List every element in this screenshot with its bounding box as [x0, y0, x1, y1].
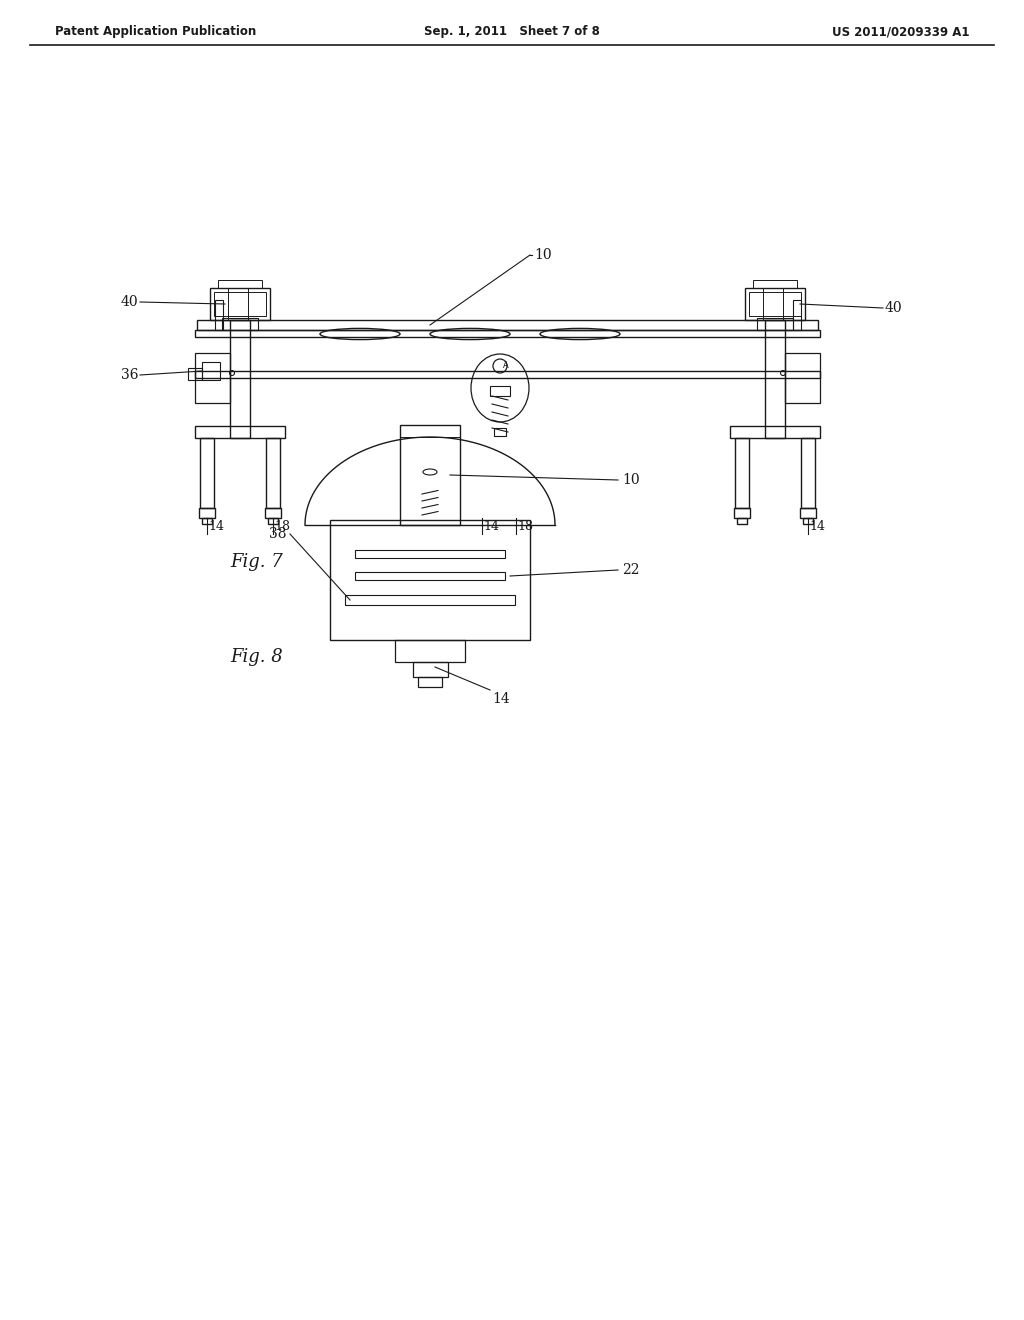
- Text: 14: 14: [208, 520, 224, 533]
- Bar: [490, 385, 510, 396]
- Bar: [345, 595, 515, 605]
- Bar: [785, 352, 820, 403]
- Bar: [735, 438, 749, 508]
- Text: US 2011/0209339 A1: US 2011/0209339 A1: [833, 25, 970, 38]
- Bar: [195, 426, 285, 438]
- Bar: [730, 426, 820, 438]
- Bar: [800, 508, 816, 517]
- Text: 18: 18: [517, 520, 534, 533]
- Text: 40: 40: [885, 301, 902, 315]
- Bar: [200, 438, 214, 508]
- Text: Patent Application Publication: Patent Application Publication: [55, 25, 256, 38]
- Bar: [230, 319, 250, 438]
- Bar: [395, 640, 465, 663]
- Bar: [413, 663, 449, 677]
- Bar: [803, 517, 813, 524]
- Bar: [494, 428, 506, 436]
- Bar: [400, 425, 460, 525]
- Text: 36: 36: [121, 368, 138, 381]
- Bar: [222, 318, 258, 330]
- Text: 14: 14: [492, 692, 510, 706]
- Bar: [218, 280, 262, 288]
- Text: 18: 18: [274, 520, 290, 533]
- Bar: [210, 288, 270, 319]
- Bar: [765, 319, 785, 438]
- Text: 14: 14: [809, 520, 825, 533]
- Bar: [215, 300, 223, 330]
- Text: 38: 38: [268, 527, 286, 541]
- Bar: [749, 292, 801, 315]
- Bar: [268, 517, 278, 524]
- Bar: [793, 300, 801, 330]
- Bar: [265, 508, 281, 517]
- Text: Fig. 7: Fig. 7: [230, 553, 283, 572]
- Bar: [214, 292, 266, 315]
- Bar: [330, 520, 530, 640]
- Bar: [355, 550, 505, 558]
- Text: Fig. 8: Fig. 8: [230, 648, 283, 667]
- Bar: [801, 438, 815, 508]
- Text: Sep. 1, 2011   Sheet 7 of 8: Sep. 1, 2011 Sheet 7 of 8: [424, 25, 600, 38]
- Bar: [195, 371, 820, 378]
- Bar: [745, 288, 805, 319]
- Bar: [418, 677, 442, 686]
- Text: 14: 14: [483, 520, 499, 533]
- Bar: [199, 508, 215, 517]
- Text: 10: 10: [534, 248, 552, 261]
- Bar: [188, 368, 202, 380]
- Bar: [737, 517, 746, 524]
- Text: A: A: [503, 362, 509, 371]
- Bar: [753, 280, 797, 288]
- Bar: [197, 319, 818, 330]
- Text: 10: 10: [622, 473, 640, 487]
- Bar: [266, 438, 280, 508]
- Bar: [195, 330, 820, 337]
- Bar: [734, 508, 750, 517]
- Text: 22: 22: [622, 564, 640, 577]
- Bar: [202, 517, 212, 524]
- Bar: [355, 572, 505, 579]
- Bar: [757, 318, 793, 330]
- Text: 40: 40: [121, 294, 138, 309]
- Bar: [195, 352, 230, 403]
- Bar: [202, 362, 220, 380]
